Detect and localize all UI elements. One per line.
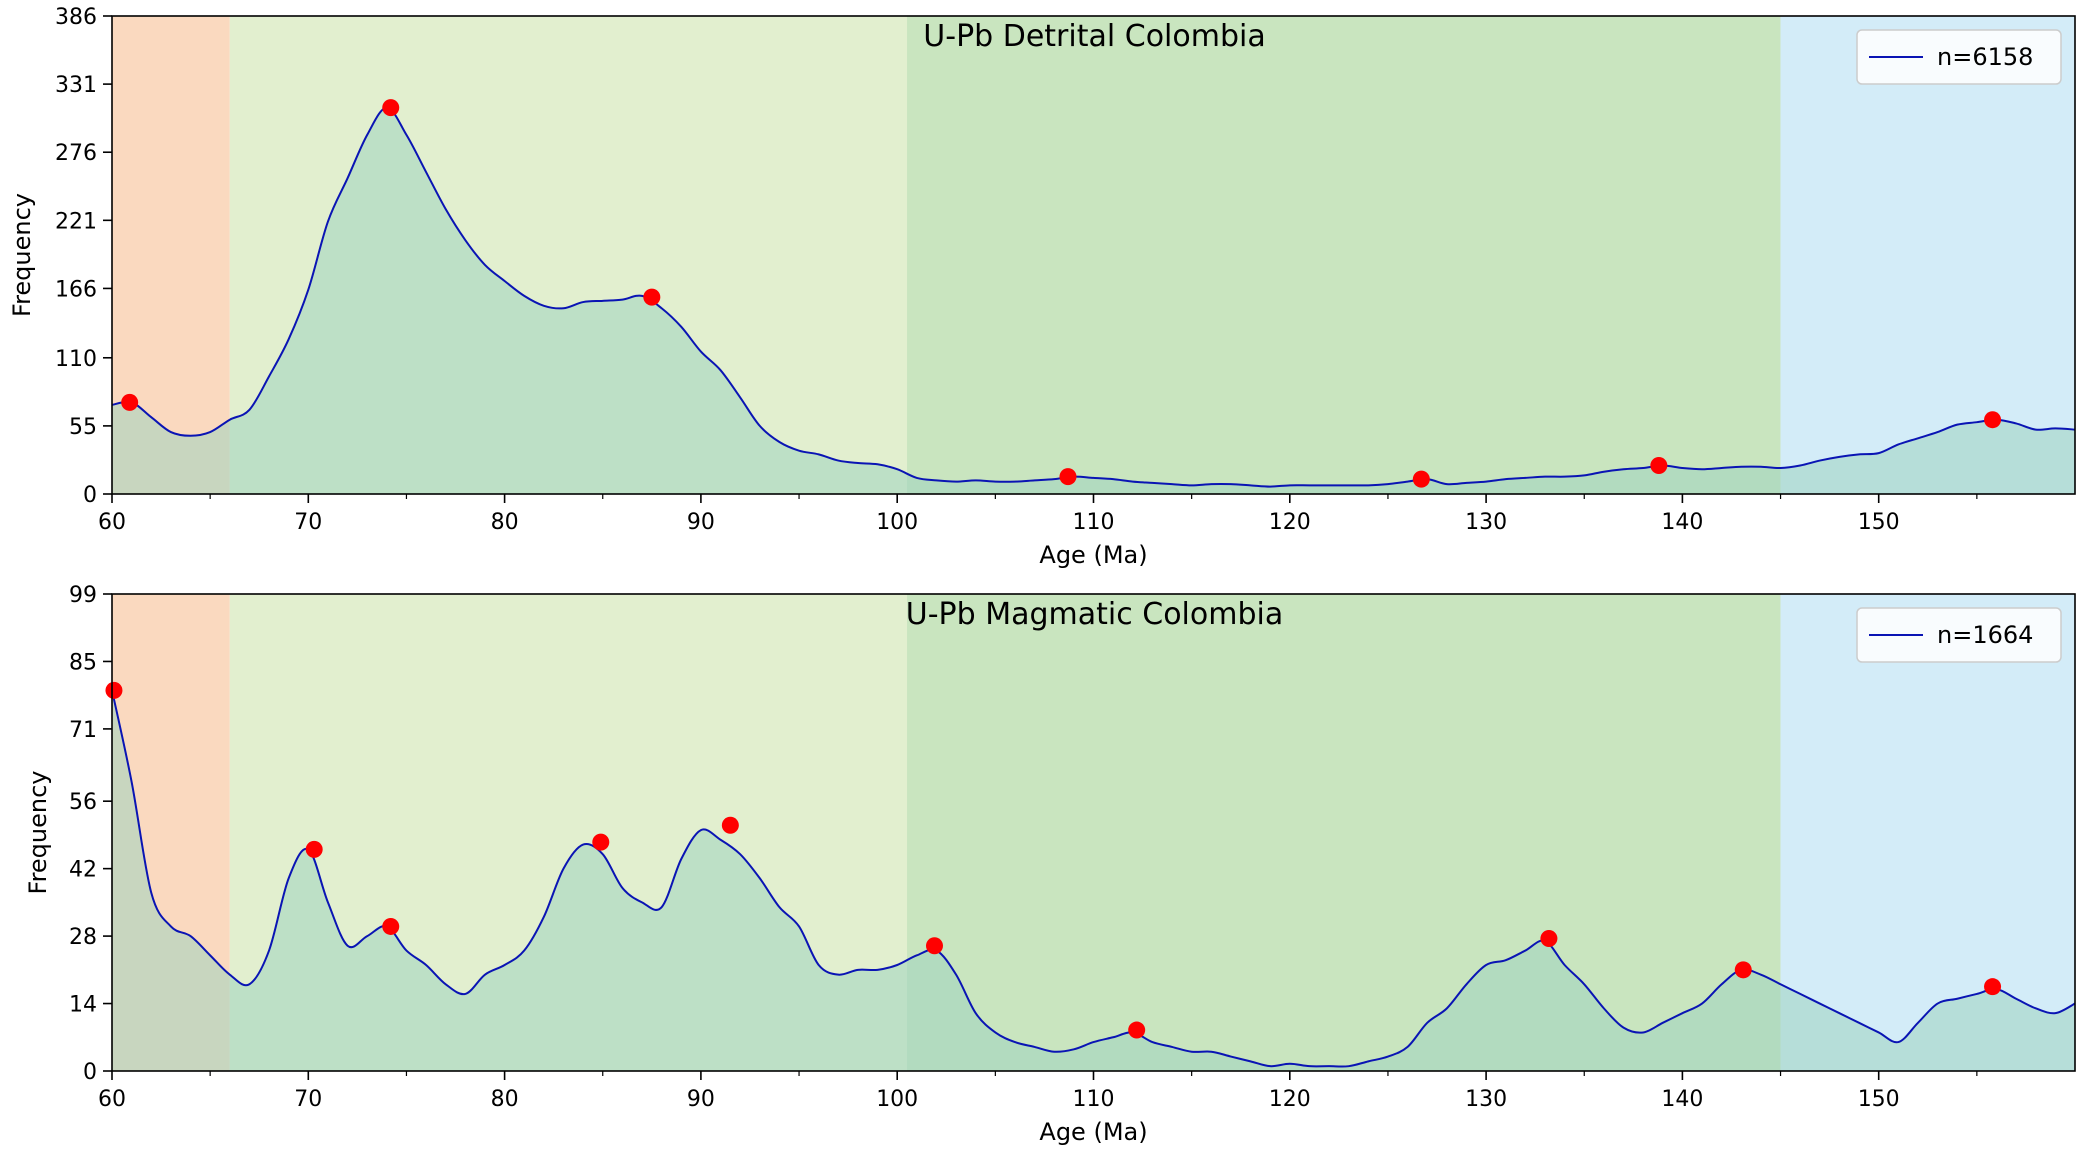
magmatic-x-tick-label-5: 110 (1073, 1087, 1115, 1112)
detrital-y-tick-label-6: 331 (55, 73, 97, 98)
detrital-y-tick-label-2: 110 (55, 347, 97, 372)
magmatic-x-tick-label-6: 120 (1269, 1087, 1311, 1112)
magmatic-y-tick-label-7: 99 (69, 583, 97, 608)
magmatic-peak-marker-8 (1734, 961, 1752, 979)
magmatic-x-tick-label-4: 100 (876, 1087, 918, 1112)
magmatic-peak-marker-1 (305, 840, 323, 858)
detrital-y-tick-label-7: 386 (55, 5, 97, 30)
magmatic-y-tick-label-5: 71 (69, 718, 97, 743)
magmatic-peak-marker-4 (721, 816, 739, 834)
magmatic-y-tick-label-6: 85 (69, 650, 97, 675)
magmatic-peak-marker-3 (592, 833, 610, 851)
detrital-x-tick-label-3: 90 (687, 510, 715, 535)
detrital-legend: n=6158 (1856, 29, 2062, 85)
magmatic-x-tick-label-9: 150 (1858, 1087, 1900, 1112)
magmatic-legend-label: n=1664 (1937, 621, 2033, 649)
detrital-x-tick-label-2: 80 (491, 510, 519, 535)
magmatic-peak-marker-2 (382, 917, 400, 935)
magmatic-peak-marker-0 (105, 681, 123, 699)
detrital-legend-label: n=6158 (1937, 43, 2033, 71)
detrital-x-tick-label-5: 110 (1073, 510, 1115, 535)
detrital-y-tick-label-3: 166 (55, 277, 97, 302)
magmatic-peak-marker-5 (925, 937, 943, 955)
detrital-x-axis-label: Age (Ma) (1039, 541, 1147, 569)
detrital-peak-marker-3 (1059, 468, 1077, 486)
magmatic-x-tick-label-8: 140 (1661, 1087, 1703, 1112)
magmatic-peak-marker-7 (1540, 930, 1558, 947)
magmatic-y-tick-label-4: 56 (69, 790, 97, 815)
detrital-x-tick-label-7: 130 (1465, 510, 1507, 535)
detrital-x-tick-label-9: 150 (1858, 510, 1900, 535)
magmatic-x-tick-label-2: 80 (491, 1087, 519, 1112)
detrital-peak-marker-4 (1412, 470, 1430, 488)
magmatic-legend: n=1664 (1856, 607, 2062, 663)
magmatic-chart-title: U-Pb Magmatic Colombia (906, 597, 1283, 632)
magmatic-density-area (112, 690, 2075, 1071)
detrital-y-axis-label: Frequency (8, 193, 36, 317)
magmatic-y-tick-label-3: 42 (69, 858, 97, 883)
detrital-y-tick-label-1: 55 (69, 415, 97, 440)
magmatic-y-tick-label-1: 14 (69, 993, 97, 1018)
detrital-x-tick-label-4: 100 (876, 510, 918, 535)
magmatic-chart-panel: 60 70 80 90 100 110 120 130 140 150 0 14 28 42 56 71 85 9… (24, 583, 2076, 1146)
magmatic-y-axis-label: Frequency (24, 771, 52, 895)
detrital-peak-marker-1 (382, 99, 400, 117)
detrital-density-line (112, 106, 2075, 488)
magmatic-x-tick-label-3: 90 (687, 1087, 715, 1112)
magmatic-period-band-3 (1780, 594, 2075, 1071)
magmatic-x-tick-label-7: 130 (1465, 1087, 1507, 1112)
magmatic-period-band-2 (907, 594, 1781, 1071)
magmatic-legend-box (1856, 607, 2062, 663)
detrital-x-tick-label-1: 70 (294, 510, 322, 535)
detrital-chart-title: U-Pb Detrital Colombia (923, 19, 1265, 54)
detrital-y-tick-label-4: 221 (55, 209, 97, 234)
detrital-y-tick-label-0: 0 (83, 483, 97, 508)
magmatic-x-tick-label-0: 60 (98, 1087, 126, 1112)
magmatic-x-axis-label: Age (Ma) (1039, 1118, 1147, 1146)
detrital-peak-marker-6 (1984, 411, 2002, 429)
magmatic-x-tick-label-1: 70 (294, 1087, 322, 1112)
detrital-peak-marker-2 (643, 288, 661, 306)
detrital-x-tick-label-0: 60 (98, 510, 126, 535)
detrital-period-band-3 (1780, 16, 2075, 494)
detrital-density-area (112, 107, 2075, 494)
magmatic-y-tick-label-2: 28 (69, 925, 97, 950)
detrital-legend-box (1856, 29, 2062, 85)
detrital-peak-marker-5 (1650, 457, 1668, 475)
detrital-x-tick-label-8: 140 (1661, 510, 1703, 535)
detrital-peak-marker-0 (121, 393, 139, 411)
magmatic-peak-marker-9 (1984, 978, 2002, 996)
magmatic-peak-marker-6 (1128, 1021, 1146, 1039)
magmatic-y-tick-label-0: 0 (83, 1060, 97, 1085)
detrital-x-tick-label-6: 120 (1269, 510, 1311, 535)
detrital-y-tick-label-5: 276 (55, 141, 97, 166)
detrital-period-band-2 (907, 16, 1781, 494)
detrital-chart-panel: 60 70 80 90 100 110 120 130 140 150 0 55 110 166 221 27… (8, 5, 2076, 569)
